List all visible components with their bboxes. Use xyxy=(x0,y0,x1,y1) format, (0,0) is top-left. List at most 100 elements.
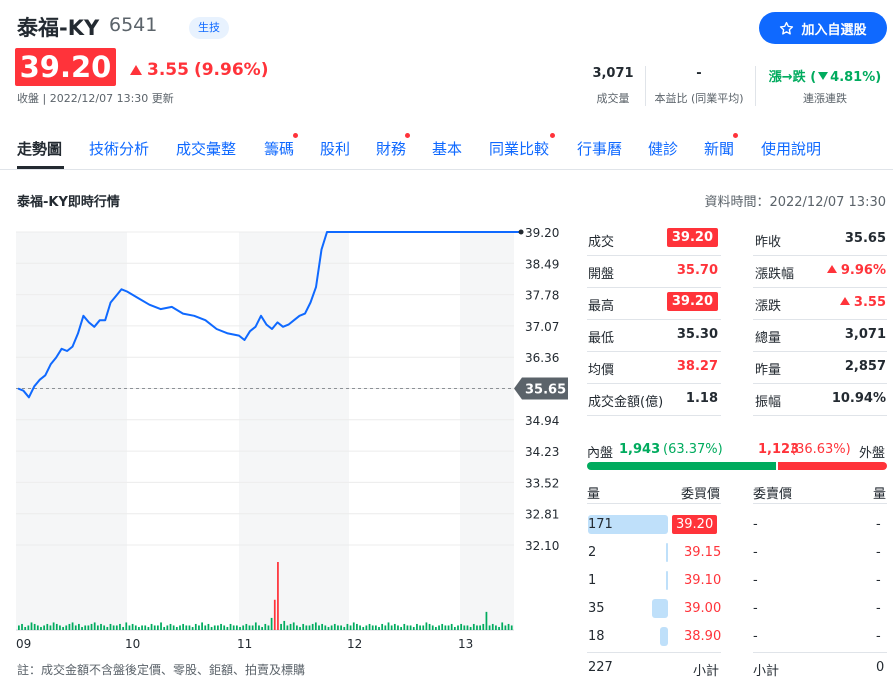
quote-value-text: 10.94% xyxy=(831,391,886,406)
volume-bar xyxy=(349,625,352,630)
tab-1[interactable]: 技術分析 xyxy=(89,140,150,158)
tab-4[interactable]: 股利 xyxy=(320,140,351,158)
volume-bar xyxy=(201,622,203,630)
volume-bar xyxy=(239,626,241,630)
tab-9[interactable]: 健診 xyxy=(648,140,679,158)
tab-5[interactable]: 財務 xyxy=(376,140,407,158)
volume-bar xyxy=(406,625,409,630)
volume-bar xyxy=(122,626,124,630)
volume-bar xyxy=(245,623,248,630)
quote-value-text: 9.96% xyxy=(840,263,886,278)
outer-label: 外盤 xyxy=(859,446,886,461)
tab-8[interactable]: 行事曆 xyxy=(577,140,623,158)
volume-bar xyxy=(457,625,459,630)
tab-7[interactable]: 同業比較 xyxy=(489,140,550,158)
quote-label: 振幅 xyxy=(755,395,782,410)
volume-bar xyxy=(198,625,200,630)
bid-price[interactable]: 39.10 xyxy=(684,573,722,588)
volume-bar xyxy=(393,623,396,630)
volume-bar xyxy=(49,625,52,630)
tab-10[interactable]: 新聞 xyxy=(704,140,735,158)
row-divider xyxy=(753,255,887,256)
quote-label: 昨量 xyxy=(755,363,782,378)
notification-dot xyxy=(293,133,298,138)
stock-code: 6541 xyxy=(109,14,158,36)
stat-volume-value: 3,071 xyxy=(592,66,634,81)
volume-bar xyxy=(30,622,33,630)
row-divider xyxy=(587,319,721,320)
y-tick-label: 34.23 xyxy=(525,445,559,459)
bid-price[interactable]: 39.20 xyxy=(672,515,718,534)
row-divider xyxy=(753,287,887,288)
tab-11[interactable]: 使用說明 xyxy=(761,140,822,158)
ask-qty: - xyxy=(876,601,881,616)
volume-bar xyxy=(175,626,178,630)
volume-bar xyxy=(460,623,463,630)
add-to-watchlist-button[interactable]: 加入自選股 xyxy=(759,12,887,44)
outer-ratio-bar xyxy=(778,462,887,470)
y-tick-label: 37.78 xyxy=(525,289,559,303)
row-divider xyxy=(587,351,721,352)
inner-value: 1,943 xyxy=(619,442,661,457)
price-change-percent: (9.96%) xyxy=(193,60,269,80)
row-divider xyxy=(587,255,721,256)
volume-bar xyxy=(438,625,440,630)
volume-bar xyxy=(254,622,257,630)
ask-price[interactable]: - xyxy=(753,573,758,588)
quote-value: 38.27 xyxy=(676,359,718,374)
quote-value: 39.20 xyxy=(666,228,718,247)
order-book-qty-header: 量 xyxy=(587,487,601,502)
ask-price[interactable]: - xyxy=(753,601,758,616)
x-tick-label: 13 xyxy=(458,637,473,651)
volume-bar xyxy=(109,623,112,630)
volume-bar xyxy=(100,623,102,630)
bid-volume-bar xyxy=(588,515,668,534)
bid-price[interactable]: 39.15 xyxy=(684,545,722,560)
order-book-ask-header: 委賣價 xyxy=(753,487,793,502)
quote-label: 最低 xyxy=(588,331,615,346)
volume-bar xyxy=(226,626,229,630)
quote-label: 漲跌 xyxy=(755,299,782,314)
ask-price[interactable]: - xyxy=(753,629,758,644)
quote-label: 開盤 xyxy=(588,267,615,282)
ask-qty: - xyxy=(876,573,881,588)
volume-bar xyxy=(368,623,371,630)
bid-volume-bar xyxy=(666,571,668,590)
bid-price[interactable]: 38.90 xyxy=(684,629,722,644)
tab-3[interactable]: 籌碼 xyxy=(264,140,295,158)
subtotal-ask-qty: 0 xyxy=(876,660,885,675)
tab-2[interactable]: 成交彙整 xyxy=(176,140,237,158)
y-tick-label: 36.36 xyxy=(525,351,559,365)
volume-bar xyxy=(169,623,172,630)
x-tick-label: 12 xyxy=(347,637,362,651)
volume-bar xyxy=(115,625,118,630)
volume-bar xyxy=(495,625,497,630)
close-update-time: 收盤 | 2022/12/07 13:30 更新 xyxy=(17,92,174,105)
intraday-chart[interactable]: 39.20 38.49 37.78 37.07 36.36 34.94 34.23 33.52… xyxy=(0,218,580,678)
row-divider xyxy=(587,415,721,416)
order-book-bid-header: 委買價 xyxy=(681,487,721,502)
tab-6[interactable]: 基本 xyxy=(432,140,463,158)
data-time: 資料時間：2022/12/07 13:30 xyxy=(704,195,886,210)
bid-qty: 1 xyxy=(588,573,597,588)
volume-bar xyxy=(52,622,55,630)
volume-bar xyxy=(134,625,137,630)
volume-bar xyxy=(131,623,134,630)
quote-label: 成交 xyxy=(588,235,615,250)
ask-price[interactable]: - xyxy=(753,517,758,532)
volume-bar xyxy=(488,625,491,630)
inner-percent: (63.37%) xyxy=(663,442,723,457)
add-to-watchlist-label: 加入自選股 xyxy=(801,22,867,38)
bid-price[interactable]: 39.00 xyxy=(684,601,722,616)
stat-volume: 3,071 成交量 xyxy=(588,66,638,106)
ask-price[interactable]: - xyxy=(753,545,758,560)
sector-badge[interactable]: 生技 xyxy=(189,17,229,39)
volume-bar xyxy=(160,622,162,630)
volume-bar xyxy=(194,623,197,630)
subtotal-ask-label: 小計 xyxy=(753,664,780,678)
stat-streak-value: 漲→跌 (4.81%) xyxy=(762,66,888,85)
subtotal-bid-label: 小計 xyxy=(693,664,720,678)
footnote: 註：成交金額不含盤後定價、零股、鉅額、拍賣及標購 xyxy=(17,663,306,677)
volume-bar xyxy=(166,625,169,630)
tab-0[interactable]: 走勢圖 xyxy=(17,140,63,158)
